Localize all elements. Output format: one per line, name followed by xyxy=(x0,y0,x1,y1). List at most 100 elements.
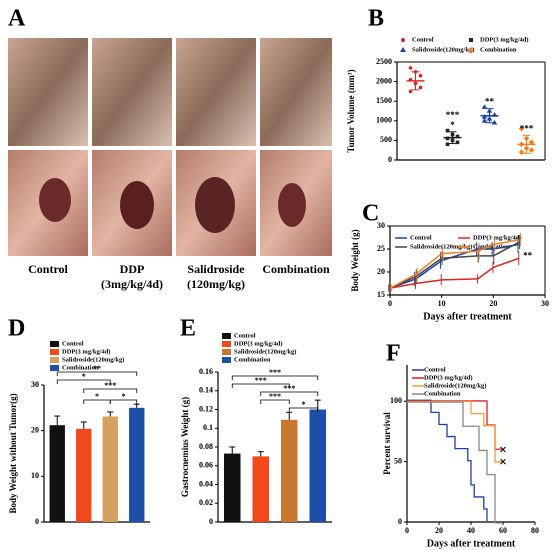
legend-swatch xyxy=(222,333,231,339)
caption: (3mg/kg/4d) xyxy=(101,277,163,291)
x-tick-label: 20 xyxy=(435,526,443,535)
x-tick-label: 30 xyxy=(541,299,549,308)
legend-marker xyxy=(468,47,474,53)
point xyxy=(445,142,450,147)
legend-marker xyxy=(469,38,473,42)
y-axis-label: Gastrocnemius Weight (g) xyxy=(180,397,190,497)
bar xyxy=(223,453,241,522)
y-tick-label: 0.04 xyxy=(199,479,213,488)
y-tick-label: 20 xyxy=(31,425,39,434)
y-axis-label: Percent survival xyxy=(382,412,392,475)
point xyxy=(418,73,423,78)
bracket xyxy=(56,371,138,376)
legend-swatch xyxy=(50,341,59,347)
x-tick-label: 10 xyxy=(438,299,446,308)
x-tick-label: 40 xyxy=(467,526,475,535)
significance: *** xyxy=(520,123,534,133)
line xyxy=(389,257,520,289)
significance: *** xyxy=(269,368,281,377)
point xyxy=(445,136,450,141)
significance: *** xyxy=(104,381,116,390)
bar xyxy=(252,456,270,522)
caption: Salidroside xyxy=(187,262,245,276)
survival-line xyxy=(407,400,503,463)
y-tick-label: 500 xyxy=(380,135,392,144)
kidney xyxy=(278,183,306,227)
bracket xyxy=(83,388,138,393)
significance: *** xyxy=(283,384,295,393)
significance: *** xyxy=(269,392,281,401)
panel-label: E xyxy=(180,316,196,342)
legend-swatch xyxy=(222,349,231,355)
legend-label: DDP(3 mg/kg/4d) xyxy=(473,234,522,241)
censor-mark xyxy=(500,458,506,465)
caption: Control xyxy=(28,262,68,276)
y-axis-label: Tumor Volume (mm³) xyxy=(346,69,356,152)
legend-label: Combination xyxy=(62,364,99,371)
legend-label: Combination xyxy=(473,243,510,250)
point xyxy=(445,128,450,133)
caption: (120mg/kg) xyxy=(187,277,245,291)
point xyxy=(418,85,423,90)
y-tick-label: 0.14 xyxy=(199,386,213,395)
y-axis-label: Body Weight without Tumor(g) xyxy=(8,393,18,513)
bracket xyxy=(231,375,319,380)
kidney xyxy=(120,181,154,229)
bar xyxy=(102,416,118,522)
y-tick-label: 0.08 xyxy=(199,442,213,451)
y-tick-label: 2000 xyxy=(376,76,392,85)
panel-label: B xyxy=(368,6,384,32)
kidney xyxy=(195,177,235,233)
survival-line xyxy=(407,401,503,524)
significance: ** xyxy=(523,250,533,260)
significance: *** xyxy=(446,110,460,120)
y-tick-label: 1500 xyxy=(376,96,392,105)
x-tick-label: 0 xyxy=(405,526,409,535)
panel-label: C xyxy=(362,201,379,227)
bar xyxy=(129,407,145,522)
y-tick-label: 0 xyxy=(209,517,213,526)
legend-label: Control xyxy=(412,36,434,43)
legend-swatch xyxy=(50,349,59,355)
legend-marker xyxy=(400,47,406,52)
legend-label: Combination xyxy=(480,46,517,53)
legend-label: Combination xyxy=(424,390,461,397)
bar xyxy=(309,409,327,522)
y-tick-label: 15 xyxy=(377,290,385,299)
photo xyxy=(176,38,256,146)
y-tick-label: 0 xyxy=(35,517,39,526)
bar xyxy=(280,419,298,522)
bar xyxy=(49,425,65,522)
legend-label: Control xyxy=(410,234,432,241)
x-axis-label: Days after treatment xyxy=(423,311,512,322)
y-axis-label: Body Weight (g) xyxy=(350,229,360,291)
legend-label: Control xyxy=(424,366,446,373)
point xyxy=(528,147,535,153)
point xyxy=(455,140,460,145)
significance: ** xyxy=(485,97,495,107)
y-tick-label: 0.12 xyxy=(199,404,213,413)
line xyxy=(389,241,520,289)
legend-marker xyxy=(401,38,405,42)
y-tick-label: 1000 xyxy=(376,116,392,125)
point xyxy=(408,89,413,94)
legend-label: DDP(3 mg/kg/4d) xyxy=(234,340,283,347)
point xyxy=(518,125,525,132)
legend-label: DDP(3 mg/kg/4d) xyxy=(480,36,529,43)
significance: *** xyxy=(255,376,267,385)
legend-swatch xyxy=(50,365,59,371)
legend-label: DDP(3 mg/kg/4d) xyxy=(62,348,111,355)
caption: Combination xyxy=(262,262,330,276)
legend-swatch xyxy=(50,357,59,363)
y-tick-label: 2500 xyxy=(376,57,392,66)
bracket xyxy=(231,383,290,388)
censor-mark xyxy=(500,446,506,453)
y-tick-label: 20 xyxy=(377,267,385,276)
x-axis-label: Days after treatment xyxy=(427,538,516,549)
point xyxy=(528,139,535,146)
significance: * xyxy=(82,372,86,381)
panel-label: A xyxy=(8,6,26,32)
y-tick-label: 0.16 xyxy=(199,367,213,376)
bracket xyxy=(260,399,290,404)
